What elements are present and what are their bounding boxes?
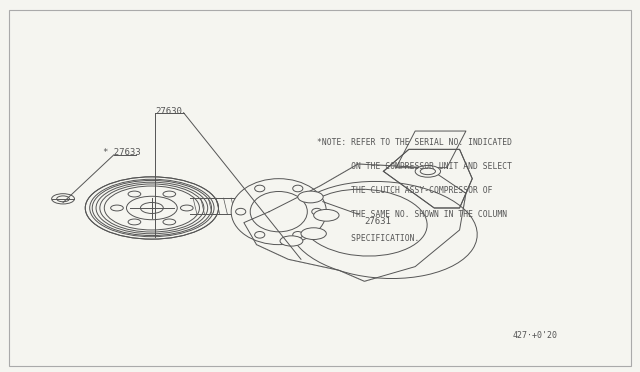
Ellipse shape [255,185,265,192]
Ellipse shape [163,191,175,197]
Ellipse shape [180,205,193,211]
Ellipse shape [231,179,326,245]
Ellipse shape [314,209,339,221]
Text: SPECIFICATION.: SPECIFICATION. [317,234,419,243]
Ellipse shape [280,236,303,246]
Ellipse shape [312,208,322,215]
Ellipse shape [292,231,303,238]
Ellipse shape [301,228,326,240]
Text: 27630: 27630 [155,107,182,116]
Ellipse shape [301,189,427,256]
Polygon shape [383,149,472,208]
Ellipse shape [255,231,265,238]
Ellipse shape [128,191,141,197]
Ellipse shape [163,219,175,225]
Ellipse shape [415,166,440,177]
Text: ON THE COMPRESSOR UNIT AND SELECT: ON THE COMPRESSOR UNIT AND SELECT [317,162,512,171]
Ellipse shape [128,219,141,225]
Text: 27631: 27631 [364,217,391,226]
Ellipse shape [85,177,218,239]
Ellipse shape [111,205,124,211]
Text: THE SAME NO. SHOWN IN THE COLUMN: THE SAME NO. SHOWN IN THE COLUMN [317,210,507,219]
Ellipse shape [52,194,74,204]
Text: 427·+0'20: 427·+0'20 [513,331,558,340]
Ellipse shape [236,208,246,215]
Polygon shape [244,164,466,281]
Ellipse shape [298,191,323,203]
Text: THE CLUTCH ASSY-COMPRESSOR OF: THE CLUTCH ASSY-COMPRESSOR OF [317,186,492,195]
Ellipse shape [290,182,477,279]
Text: * 27633: * 27633 [103,148,141,157]
Ellipse shape [292,185,303,192]
Text: *NOTE: REFER TO THE SERIAL NO. INDICATED: *NOTE: REFER TO THE SERIAL NO. INDICATED [317,138,512,147]
